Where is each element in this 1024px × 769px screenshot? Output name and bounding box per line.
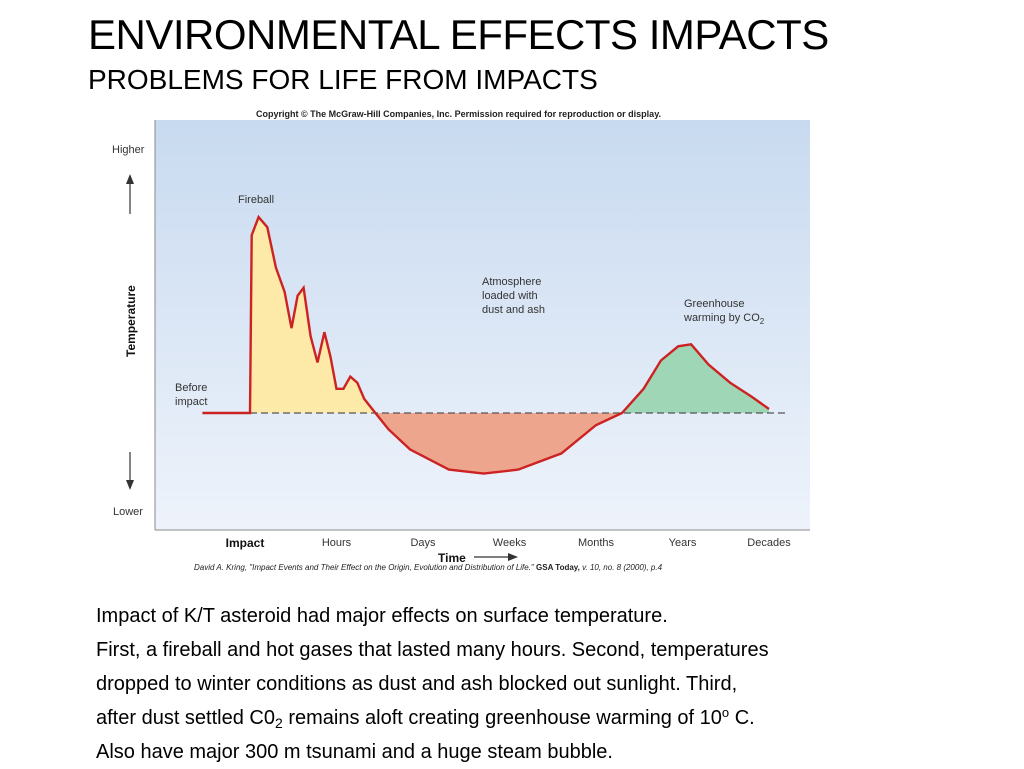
copyright-notice: Copyright © The McGraw-Hill Companies, I… (256, 109, 662, 119)
fireball-region (250, 217, 376, 413)
x-tick-years: Years (669, 537, 697, 549)
body-line-5: Also have major 300 m tsunami and a huge… (96, 741, 613, 763)
citation-issue: v. 10, no. 8 (2000), p.4 (582, 563, 663, 572)
body-line-4-mid: remains aloft creating greenhouse warmin… (282, 707, 722, 729)
greenhouse-line2: warming by CO (683, 312, 760, 324)
body-text: Impact of K/T asteroid had major effects… (96, 599, 996, 769)
co2-subscript: 2 (274, 715, 283, 731)
dust-line2: loaded with (482, 290, 538, 302)
body-line-2: First, a fireball and hot gases that las… (96, 639, 769, 661)
x-tick-decades: Decades (747, 537, 791, 549)
up-arrow (126, 174, 134, 214)
down-arrow (126, 452, 134, 490)
before-impact-line2: impact (175, 396, 207, 408)
body-line-4-post: C. (729, 707, 755, 729)
citation: David A. Kring, "Impact Events and Their… (194, 563, 662, 572)
cooling-region (375, 413, 622, 474)
body-line-3: dropped to winter conditions as dust and… (96, 673, 738, 695)
slide-title: ENVIRONMENTAL EFFECTS IMPACTS (88, 11, 829, 58)
y-axis-title: Temperature (124, 285, 138, 357)
before-impact-label: Before impact (175, 382, 210, 408)
dust-label: Atmosphere loaded with dust and ash (482, 276, 545, 316)
temperature-curve (202, 214, 770, 475)
dust-line3: dust and ash (482, 304, 545, 316)
x-tick-impact: Impact (226, 536, 265, 550)
degree-superscript: o (721, 705, 730, 720)
x-tick-hours: Hours (322, 537, 352, 549)
fireball-label: Fireball (238, 194, 274, 206)
y-low-label: Lower (113, 506, 143, 518)
x-tick-weeks: Weeks (493, 537, 527, 549)
dust-line1: Atmosphere (482, 276, 541, 288)
slide-subtitle: PROBLEMS FOR LIFE FROM IMPACTS (88, 64, 598, 95)
body-line-4-pre: after dust settled C0 (96, 707, 275, 729)
x-axis-arrow (474, 553, 518, 561)
y-high-label: Higher (112, 144, 145, 156)
x-axis-title: Time (438, 551, 466, 565)
greenhouse-label: Greenhouse warming by CO2 (683, 298, 765, 326)
citation-journal: GSA Today, (536, 563, 580, 572)
before-impact-line1: Before (175, 382, 207, 394)
greenhouse-line1: Greenhouse (684, 298, 745, 310)
body-line-4: after dust settled C02 remains aloft cre… (96, 701, 996, 735)
citation-author: David A. Kring, "Impact Events and Their… (194, 563, 534, 572)
greenhouse-region (621, 344, 769, 413)
temperature-chart: Higher Lower Temperature Impact Hours Days… (112, 120, 810, 565)
body-line-1: Impact of K/T asteroid had major effects… (96, 605, 668, 627)
x-tick-months: Months (578, 537, 615, 549)
x-tick-days: Days (410, 537, 436, 549)
greenhouse-sub: 2 (760, 317, 765, 326)
